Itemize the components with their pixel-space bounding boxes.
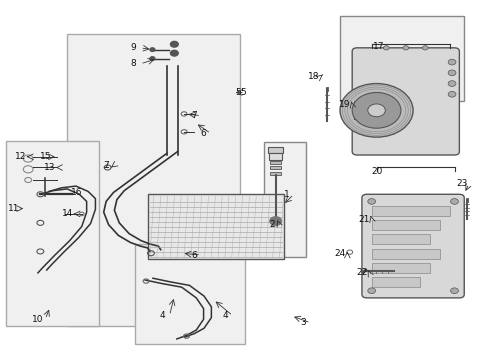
Bar [270,172,281,175]
Circle shape [448,70,456,76]
Text: 4: 4 [159,311,165,320]
Text: 14: 14 [61,210,73,219]
Bar [67,33,240,327]
Bar [270,166,281,169]
Circle shape [150,48,155,51]
Text: 9: 9 [130,43,136,52]
Bar [340,16,464,102]
Text: 1: 1 [284,190,289,199]
Bar [270,153,282,160]
Text: 11: 11 [8,204,19,213]
Text: 6: 6 [191,251,196,260]
Text: 6: 6 [201,129,206,138]
Bar [372,277,420,287]
Circle shape [171,50,178,56]
Text: 13: 13 [45,163,56,172]
Circle shape [352,93,401,128]
Text: 10: 10 [32,315,44,324]
Text: 4: 4 [222,311,228,320]
Bar [265,143,306,257]
Circle shape [448,91,456,97]
Text: 22: 22 [356,268,368,277]
Circle shape [368,199,375,204]
Text: 7: 7 [191,111,196,120]
Text: 23: 23 [456,179,467,188]
Circle shape [448,59,456,65]
Text: 17: 17 [373,41,385,50]
Circle shape [383,46,389,50]
Text: 5: 5 [235,88,241,97]
Text: 16: 16 [71,188,83,197]
Circle shape [340,84,413,137]
Text: 7: 7 [103,161,109,170]
Circle shape [270,217,282,225]
FancyBboxPatch shape [352,48,460,155]
Text: 20: 20 [371,167,382,176]
Circle shape [403,46,409,50]
Bar [270,161,281,164]
Circle shape [451,288,459,294]
Bar [268,147,284,153]
Text: 21: 21 [359,215,370,224]
Circle shape [451,199,459,204]
Text: 2: 2 [269,220,274,229]
Bar [372,249,440,258]
Text: 5: 5 [240,88,246,97]
Text: 15: 15 [40,152,51,161]
FancyBboxPatch shape [362,194,464,298]
Bar [6,141,99,327]
Circle shape [448,81,456,86]
Text: 19: 19 [339,100,351,109]
Bar [372,220,440,230]
Text: 18: 18 [307,72,319,81]
Circle shape [150,57,155,60]
Text: 8: 8 [130,59,136,68]
Circle shape [368,288,375,294]
Bar [135,244,245,344]
Bar [372,234,430,244]
Bar [372,206,450,216]
Circle shape [422,46,428,50]
Circle shape [368,104,385,117]
Bar [147,194,284,258]
Bar [372,263,430,273]
Circle shape [171,41,178,47]
Text: 12: 12 [15,152,26,161]
Text: 24: 24 [334,249,345,258]
Text: 3: 3 [300,318,306,327]
